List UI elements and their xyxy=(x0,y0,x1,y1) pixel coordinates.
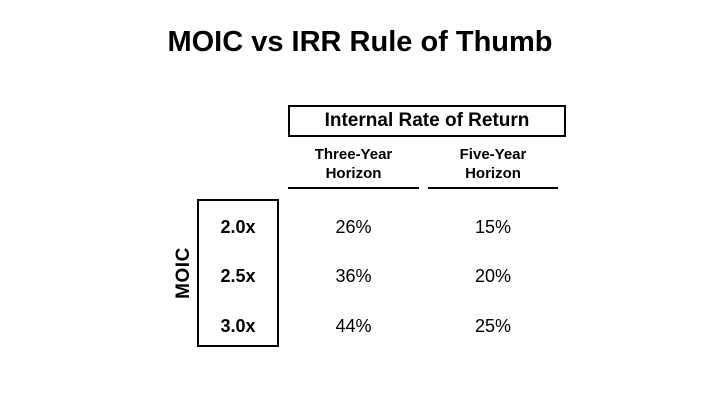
value-three-year-2-0x: 26% xyxy=(335,217,372,237)
moic-axis-label: MOIC xyxy=(173,247,194,299)
column-header-three-year: Three-Year Horizon xyxy=(288,145,419,189)
column-header-five-year: Five-Year Horizon xyxy=(428,145,558,189)
irr-group-header-box: Internal Rate of Return xyxy=(288,105,566,137)
value-three-year-2-5x: 36% xyxy=(335,266,372,286)
irr-group-header-label: Internal Rate of Return xyxy=(324,110,530,131)
value-five-year-2-0x: 15% xyxy=(474,217,512,237)
moic-row-labels-box xyxy=(197,199,279,347)
moic-row-label-2-5x: 2.5x xyxy=(220,266,256,286)
value-three-year-3-0x: 44% xyxy=(335,316,372,336)
value-five-year-2-5x: 20% xyxy=(474,266,512,286)
moic-row-label-3-0x: 3.0x xyxy=(220,316,256,336)
column-headers: Three-Year Horizon Five-Year Horizon xyxy=(288,145,566,189)
value-five-year-3-0x: 25% xyxy=(474,316,512,336)
slide-title: MOIC vs IRR Rule of Thumb xyxy=(167,26,553,58)
moic-row-label-2-0x: 2.0x xyxy=(220,217,256,237)
